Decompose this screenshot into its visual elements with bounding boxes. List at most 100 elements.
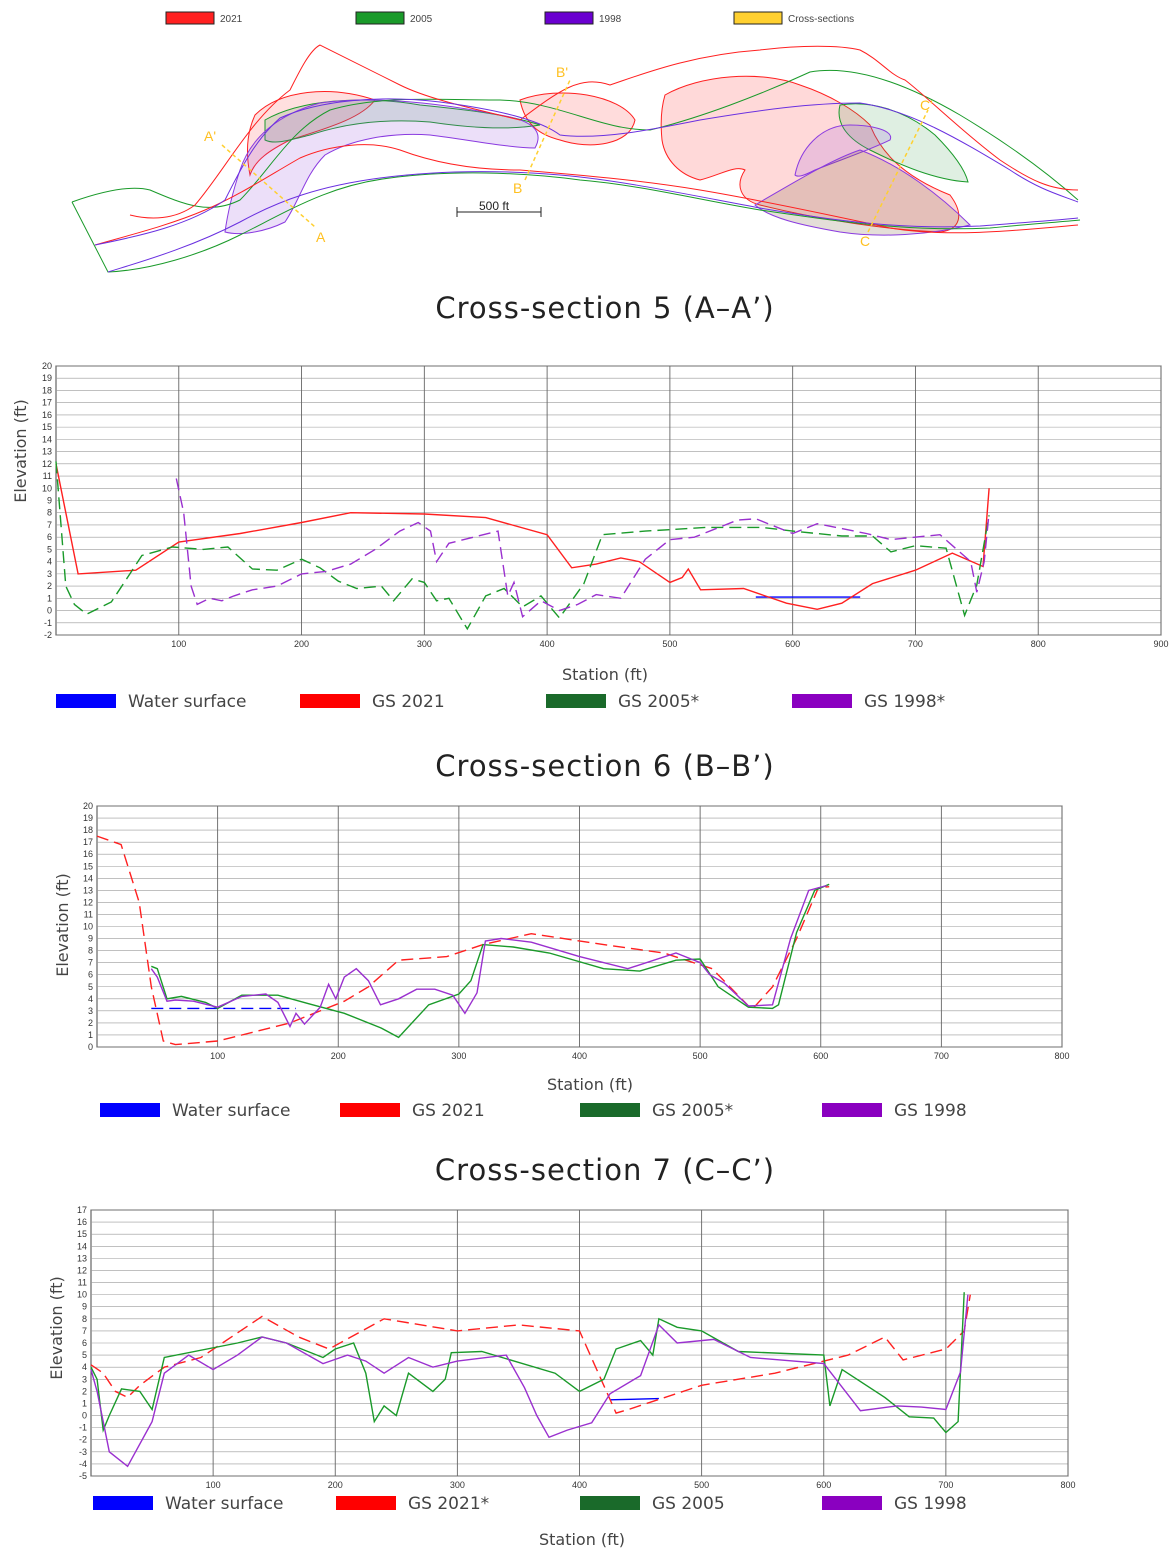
legend-label: GS 2021: [372, 692, 445, 712]
y-tick-label: 0: [88, 1042, 93, 1052]
x-axis-label: Station (ft): [562, 665, 648, 684]
y-tick-label: 5: [47, 544, 52, 554]
legend-label: GS 2005*: [618, 692, 699, 712]
x-tick-label: 400: [572, 1051, 587, 1061]
x-tick-label: 700: [908, 639, 923, 649]
map-legend: 2021 2005 1998 Cross-sections: [165, 11, 854, 25]
map-legend-swatch-2021: [165, 11, 215, 25]
map-area-2021-west: [247, 91, 376, 177]
y-tick-label: 12: [83, 897, 93, 907]
y-tick-label: 16: [77, 1217, 87, 1227]
x-tick-label: 300: [450, 1480, 465, 1490]
legend-label: GS 2021*: [408, 1494, 489, 1514]
y-axis-label: Elevation (ft): [53, 873, 72, 977]
y-tick-label: -1: [79, 1423, 87, 1433]
legend-swatch: [822, 1496, 882, 1510]
y-tick-label: 8: [88, 946, 93, 956]
x-tick-label: 600: [813, 1051, 828, 1061]
chart-title: Cross-section 6 (B–B’): [435, 749, 774, 783]
y-tick-label: 0: [47, 606, 52, 616]
map-section-line-b: [524, 79, 571, 181]
y-tick-label: -2: [44, 630, 52, 640]
legend-label: GS 2005*: [652, 1101, 733, 1121]
y-tick-label: -4: [79, 1459, 87, 1469]
map-section-label-c-prime: C': [920, 97, 933, 113]
map-legend-label-2021: 2021: [220, 14, 243, 25]
x-tick-label: 700: [934, 1051, 949, 1061]
y-tick-label: 1: [82, 1398, 87, 1408]
series-line-water-surface: [609, 1397, 659, 1401]
y-tick-label: 2: [88, 1018, 93, 1028]
x-tick-label: 200: [331, 1051, 346, 1061]
x-tick-label: 300: [417, 639, 432, 649]
y-axis-label: Elevation (ft): [11, 399, 30, 503]
series-line-gs-2005: [55, 461, 990, 631]
x-tick-label: 500: [694, 1480, 709, 1490]
x-tick-label: 100: [171, 639, 186, 649]
y-tick-label: 19: [83, 813, 93, 823]
y-tick-label: 15: [42, 422, 52, 432]
legend-swatch: [792, 694, 852, 708]
map-area-2021-east: [660, 75, 960, 233]
map-legend-label-2005: 2005: [410, 14, 433, 25]
x-tick-label: 200: [294, 639, 309, 649]
cross-section-7-chart: Cross-section 7 (C–C’) Station (ft) Elev…: [47, 1153, 1076, 1549]
legend-label: GS 1998*: [864, 692, 945, 712]
y-tick-label: 14: [77, 1241, 87, 1251]
map-legend-swatch-1998: [544, 11, 594, 25]
x-tick-label: 600: [785, 639, 800, 649]
chart-title: Cross-section 5 (A–A’): [435, 291, 774, 325]
legend-label: Water surface: [128, 692, 247, 712]
y-tick-label: 15: [83, 861, 93, 871]
y-tick-label: 10: [83, 922, 93, 932]
y-tick-label: 12: [77, 1265, 87, 1275]
legend-label: Water surface: [172, 1101, 291, 1121]
y-tick-label: 13: [42, 447, 52, 457]
map-bankline-2021-north: [129, 44, 1079, 219]
x-tick-label: 800: [1054, 1051, 1069, 1061]
x-axis-label: Station (ft): [547, 1075, 633, 1094]
y-tick-label: 9: [82, 1302, 87, 1312]
map-section-label-c: C: [860, 233, 870, 249]
chart-title: Cross-section 7 (C–C’): [435, 1153, 775, 1187]
plan-view-map: 2021 2005 1998 Cross-sections A A' B: [71, 11, 1081, 273]
chart-legend: Water surface GS 2021 GS 2005* GS 1998: [100, 1101, 967, 1121]
map-area-2021-center: [519, 92, 636, 146]
y-tick-label: 13: [83, 885, 93, 895]
y-tick-label: 12: [42, 459, 52, 469]
y-tick-label: 3: [88, 1006, 93, 1016]
y-tick-label: 20: [83, 801, 93, 811]
y-tick-label: 14: [42, 434, 52, 444]
x-tick-label: 500: [662, 639, 677, 649]
legend-swatch: [300, 694, 360, 708]
y-tick-label: 1: [88, 1030, 93, 1040]
x-tick-label: 400: [540, 639, 555, 649]
legend-swatch: [93, 1496, 153, 1510]
legend-swatch: [336, 1496, 396, 1510]
map-legend-label-1998: 1998: [599, 14, 622, 25]
x-tick-label: 400: [572, 1480, 587, 1490]
map-bankline-2005-north: [71, 69, 1079, 208]
legend-swatch: [546, 694, 606, 708]
legend-label: Water surface: [165, 1494, 284, 1514]
y-tick-label: 20: [42, 361, 52, 371]
cross-section-6-chart: Cross-section 6 (B–B’) Station (ft) Elev…: [53, 749, 1070, 1121]
x-tick-label: 300: [451, 1051, 466, 1061]
y-tick-label: 7: [47, 520, 52, 530]
y-tick-label: -5: [79, 1471, 87, 1481]
map-area-1998-east: [794, 124, 892, 177]
y-tick-label: 15: [77, 1229, 87, 1239]
legend-swatch: [100, 1103, 160, 1117]
y-tick-label: 11: [84, 909, 93, 919]
y-tick-label: -3: [79, 1447, 87, 1457]
legend-swatch: [580, 1496, 640, 1510]
legend-label: GS 1998: [894, 1101, 967, 1121]
legend-label: GS 2005: [652, 1494, 725, 1514]
y-tick-label: 5: [82, 1350, 87, 1360]
x-tick-label: 800: [1060, 1480, 1075, 1490]
x-tick-label: 200: [328, 1480, 343, 1490]
y-axis-label: Elevation (ft): [47, 1276, 66, 1380]
legend-swatch: [822, 1103, 882, 1117]
